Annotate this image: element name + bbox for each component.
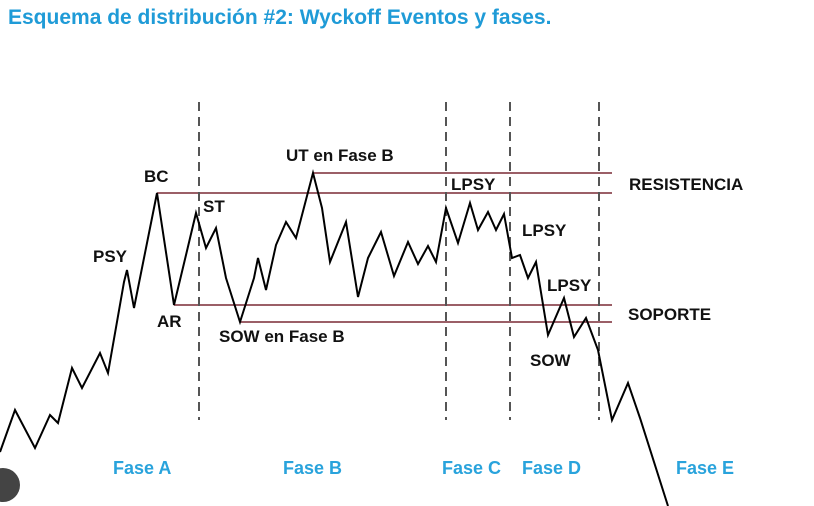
phase-c-label: Fase C <box>442 458 501 478</box>
ut-label: UT en Fase B <box>286 146 394 165</box>
phase-b-label: Fase B <box>283 458 342 478</box>
lpsy-label-1: LPSY <box>451 175 496 194</box>
sow-phase-b-label: SOW en Fase B <box>219 327 345 346</box>
price-path <box>0 169 669 506</box>
lpsy-label-2: LPSY <box>522 221 567 240</box>
ar-label: AR <box>157 312 182 331</box>
corner-badge <box>0 468 20 502</box>
diagram-title: Esquema de distribución #2: Wyckoff Even… <box>8 6 552 29</box>
st-label: ST <box>203 197 225 216</box>
phase-a-label: Fase A <box>113 458 171 478</box>
phase-e-label: Fase E <box>676 458 734 478</box>
bc-label: BC <box>144 167 169 186</box>
phase-d-label: Fase D <box>522 458 581 478</box>
lpsy-label-3: LPSY <box>547 276 592 295</box>
support-label: SOPORTE <box>628 305 711 324</box>
sow-label: SOW <box>530 351 572 370</box>
psy-label: PSY <box>93 247 128 266</box>
resistance-label: RESISTENCIA <box>629 175 743 194</box>
